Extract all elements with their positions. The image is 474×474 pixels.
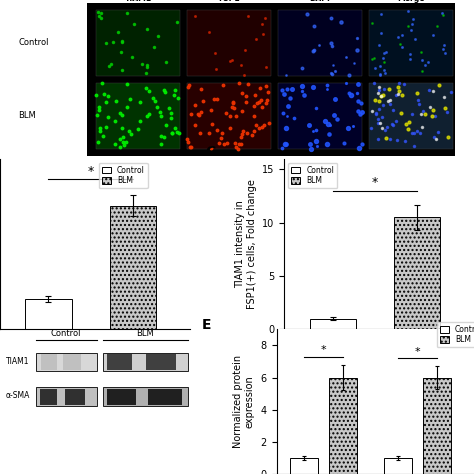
Text: *: * <box>372 176 378 189</box>
FancyBboxPatch shape <box>87 3 456 155</box>
FancyBboxPatch shape <box>36 387 97 406</box>
FancyBboxPatch shape <box>103 353 188 371</box>
Text: DAPI: DAPI <box>310 0 330 3</box>
Text: *: * <box>321 345 326 355</box>
Text: Control: Control <box>18 38 49 47</box>
Text: BLM: BLM <box>137 329 154 338</box>
Text: TIAM1: TIAM1 <box>6 357 29 366</box>
FancyBboxPatch shape <box>148 389 182 405</box>
FancyBboxPatch shape <box>107 354 132 370</box>
Bar <box>290 458 318 474</box>
FancyBboxPatch shape <box>187 82 271 149</box>
Text: BLM: BLM <box>18 111 36 120</box>
FancyBboxPatch shape <box>107 389 137 405</box>
Legend: Control, BLM: Control, BLM <box>437 322 474 347</box>
FancyBboxPatch shape <box>65 389 85 405</box>
Text: C: C <box>205 145 215 159</box>
Text: TIAM1: TIAM1 <box>125 0 152 3</box>
Bar <box>394 218 440 329</box>
Text: FSP1: FSP1 <box>218 0 240 3</box>
Bar <box>25 299 72 329</box>
FancyBboxPatch shape <box>103 387 188 406</box>
FancyBboxPatch shape <box>63 354 81 370</box>
FancyBboxPatch shape <box>39 389 57 405</box>
FancyBboxPatch shape <box>96 9 180 76</box>
FancyBboxPatch shape <box>42 354 57 370</box>
FancyBboxPatch shape <box>96 82 180 149</box>
FancyBboxPatch shape <box>187 9 271 76</box>
Text: *: * <box>415 347 420 357</box>
Text: E: E <box>201 318 211 332</box>
FancyBboxPatch shape <box>146 354 176 370</box>
Text: *: * <box>88 165 94 178</box>
Bar <box>310 319 356 329</box>
FancyBboxPatch shape <box>369 82 453 149</box>
FancyBboxPatch shape <box>278 9 362 76</box>
Bar <box>329 378 357 474</box>
FancyBboxPatch shape <box>278 82 362 149</box>
Text: Merge: Merge <box>397 0 425 3</box>
FancyBboxPatch shape <box>369 9 453 76</box>
Legend: Control, BLM: Control, BLM <box>288 163 337 188</box>
Bar <box>109 206 156 329</box>
Bar <box>423 378 451 474</box>
Bar <box>384 458 412 474</box>
Legend: Control, BLM: Control, BLM <box>99 163 148 188</box>
Text: Control: Control <box>51 329 82 338</box>
Text: α-SMA: α-SMA <box>5 392 29 401</box>
FancyBboxPatch shape <box>36 353 97 371</box>
Y-axis label: TIAM1 intensity in
FSP1(+) cells, Fold change: TIAM1 intensity in FSP1(+) cells, Fold c… <box>235 179 257 309</box>
Y-axis label: Normalized protein
expression: Normalized protein expression <box>233 355 255 448</box>
